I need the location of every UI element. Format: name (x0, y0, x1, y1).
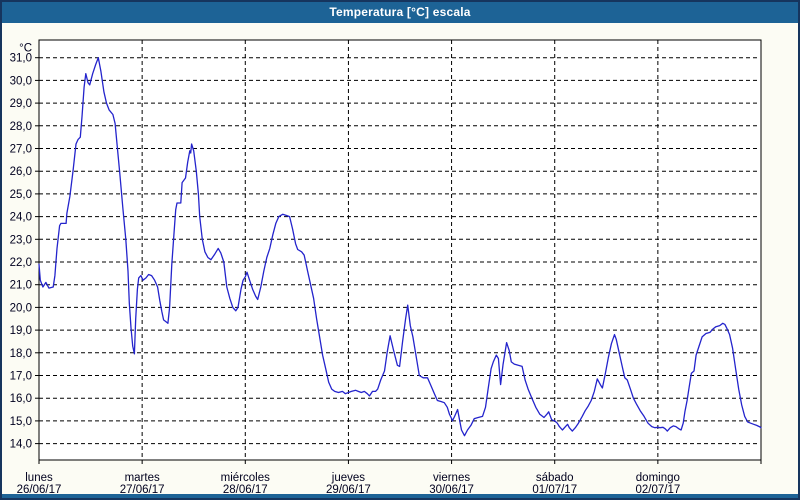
day-name-label: domingo (636, 472, 680, 484)
day-name-label: sábado (536, 472, 574, 484)
y-tick-label: 29,0 (10, 98, 32, 110)
y-tick-label: 17,0 (10, 371, 32, 383)
day-name-label: lunes (25, 472, 53, 484)
day-date-label: 30/06/17 (429, 484, 474, 494)
y-tick-label: 27,0 (10, 144, 32, 156)
title-bar: Temperatura [°C] escala (2, 2, 798, 23)
day-name-label: viernes (433, 472, 470, 484)
chart-area: 31,0 30,0 29,0 28,0 27,0 26,0 25,0 24,0 23,0 22,0… (2, 23, 798, 494)
day-name-label: miércoles (221, 472, 270, 484)
y-tick-label: 22,0 (10, 257, 32, 269)
day-name-label: jueves (331, 472, 365, 484)
y-tick-label: 14,0 (10, 439, 32, 451)
y-tick-label: 26,0 (10, 166, 32, 178)
y-tick-label: 20,0 (10, 302, 32, 314)
temperature-line (38, 57, 762, 437)
window-title: Temperatura [°C] escala (329, 5, 471, 19)
y-tick-label: 30,0 (10, 75, 32, 87)
day-date-label: 29/06/17 (326, 484, 371, 494)
y-tick-label: 16,0 (10, 393, 32, 405)
y-tick-label: 28,0 (10, 121, 32, 133)
day-name-label: martes (125, 472, 160, 484)
y-tick-label: 21,0 (10, 280, 32, 292)
y-tick-label: 19,0 (10, 325, 32, 337)
y-axis-unit-label: °C (19, 43, 32, 55)
y-tick-label: 18,0 (10, 348, 32, 360)
day-date-label: 26/06/17 (17, 484, 62, 494)
y-tick-label: 25,0 (10, 189, 32, 201)
temperature-chart: 31,0 30,0 29,0 28,0 27,0 26,0 25,0 24,0 23,0 22,0… (10, 39, 762, 494)
y-tick-label: 24,0 (10, 212, 32, 224)
day-date-label: 27/06/17 (120, 484, 165, 494)
y-tick-label: 15,0 (10, 416, 32, 428)
plot-area (38, 39, 762, 461)
bottom-strip (2, 494, 798, 498)
day-date-label: 28/06/17 (223, 484, 268, 494)
y-tick-label: 23,0 (10, 234, 32, 246)
day-date-label: 02/07/17 (635, 484, 680, 494)
day-date-label: 01/07/17 (532, 484, 577, 494)
y-tick-label: 31,0 (10, 53, 32, 65)
